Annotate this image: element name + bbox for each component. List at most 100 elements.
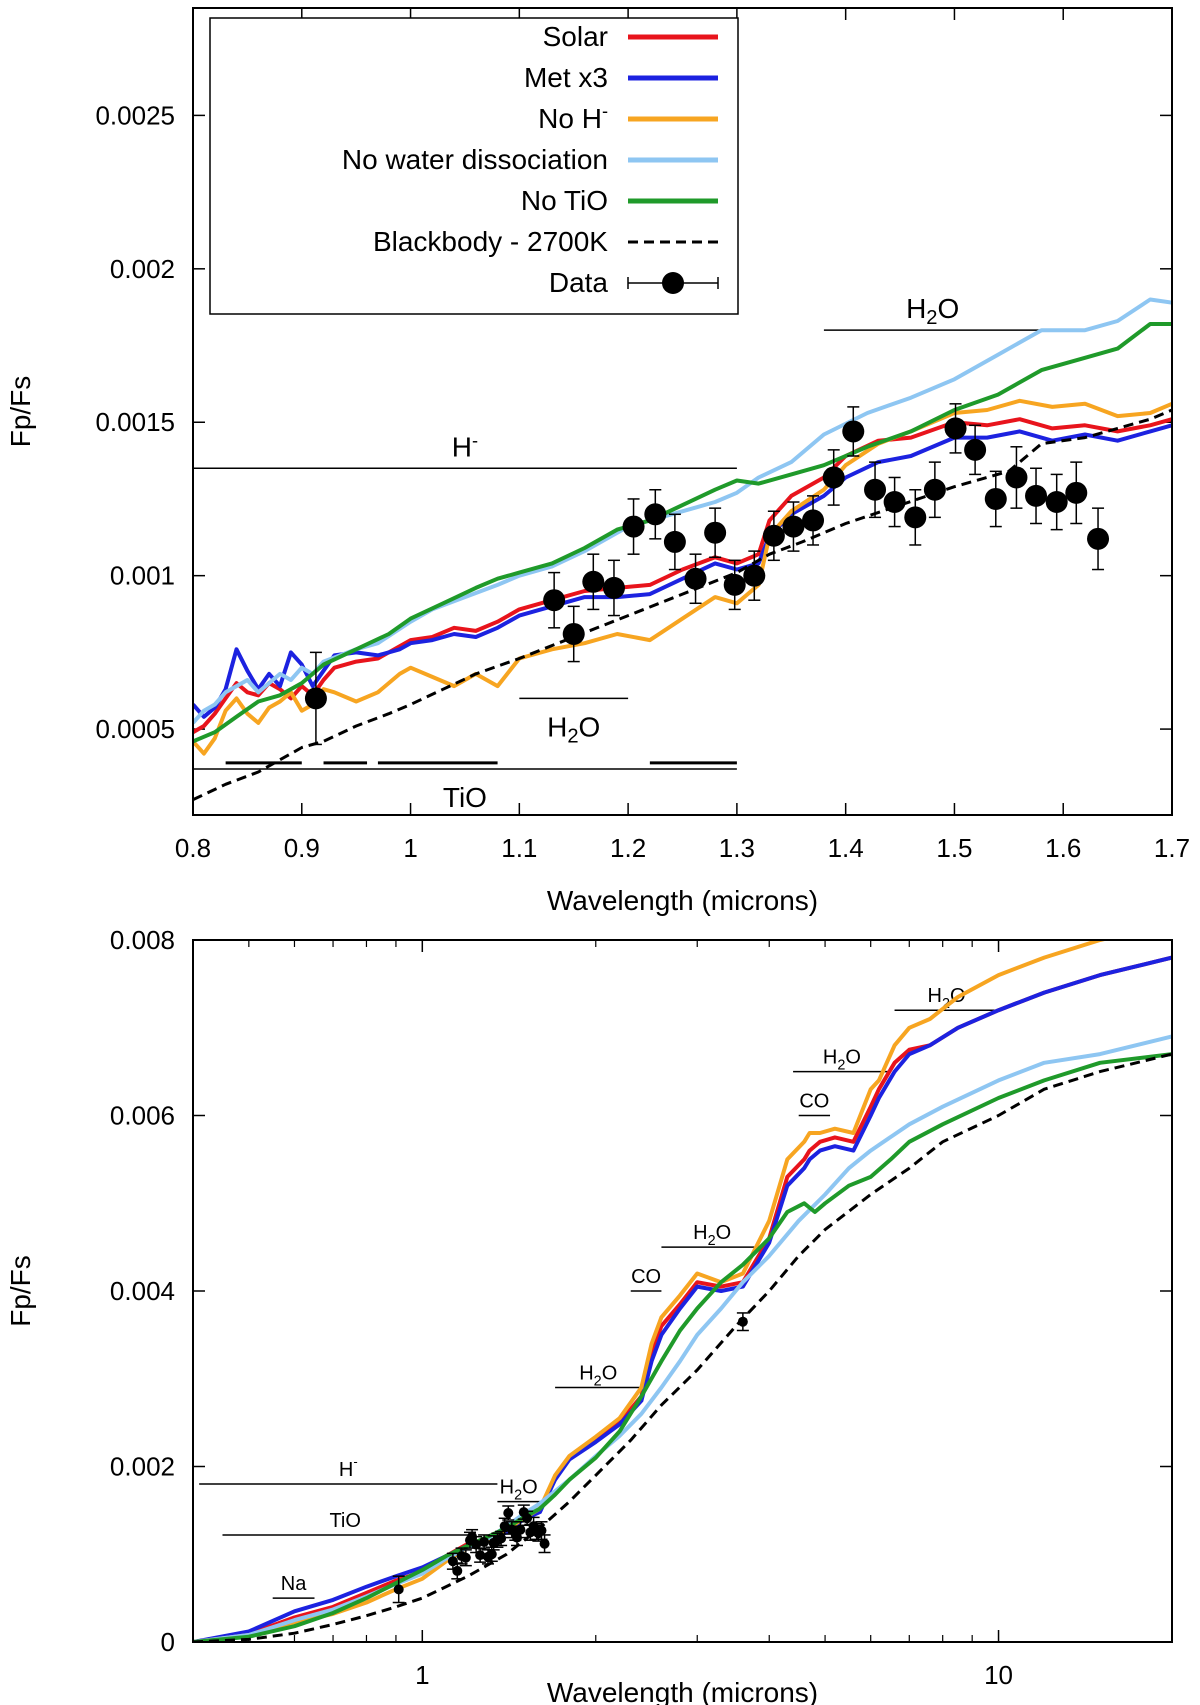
series-group bbox=[193, 940, 1172, 1642]
annotation-label: H- bbox=[339, 1454, 358, 1481]
legend: Solar Met x3 No H- No water dissociation No … bbox=[209, 17, 739, 315]
data-point bbox=[723, 573, 746, 596]
data-point bbox=[644, 503, 667, 526]
data-point bbox=[562, 622, 585, 645]
data-point bbox=[737, 1316, 748, 1327]
x-tick-label: 0.9 bbox=[284, 833, 320, 863]
annotation-label: H2O bbox=[906, 293, 959, 329]
data-point bbox=[475, 1550, 486, 1561]
data-point bbox=[503, 1508, 514, 1519]
data-point bbox=[704, 521, 727, 544]
series-line-no-tio bbox=[193, 322, 1172, 744]
data-point bbox=[864, 478, 887, 501]
legend-label: Solar bbox=[543, 21, 608, 52]
data-point bbox=[471, 1539, 482, 1550]
data-point bbox=[539, 1538, 550, 1549]
data-point bbox=[923, 478, 946, 501]
data-point bbox=[522, 1513, 533, 1524]
x-tick-label: 1.5 bbox=[936, 833, 972, 863]
data-point bbox=[802, 509, 825, 532]
x-tick-label: 1 bbox=[403, 833, 417, 863]
plot-frame bbox=[192, 7, 1173, 816]
legend-label: Data bbox=[549, 267, 609, 298]
data-point bbox=[1087, 527, 1110, 550]
data-point bbox=[782, 515, 805, 538]
data-point bbox=[447, 1556, 458, 1567]
annotation-label: Na bbox=[281, 1573, 307, 1595]
data-point bbox=[944, 417, 967, 440]
y-tick-label: 0.006 bbox=[110, 1101, 175, 1131]
data-point bbox=[304, 687, 327, 710]
data-point bbox=[1065, 481, 1088, 504]
annotation-label: TiO bbox=[443, 782, 487, 813]
annotation-label: H- bbox=[452, 430, 478, 462]
data-point bbox=[582, 570, 605, 593]
data-point bbox=[479, 1536, 490, 1547]
x-tick-label: 1 bbox=[415, 1660, 429, 1690]
data-point bbox=[536, 1525, 547, 1536]
series-group bbox=[193, 297, 1172, 802]
annotation-label: CO bbox=[631, 1266, 661, 1288]
legend-marker bbox=[662, 272, 684, 294]
data-point bbox=[622, 515, 645, 538]
plot-frame bbox=[192, 939, 1173, 1643]
series-line-blackbody-2700k bbox=[193, 408, 1172, 802]
x-axis-title: Wavelength (microns) bbox=[547, 1677, 818, 1705]
chart-panel-2: 0 0.002 0.004 0.006 0.008 1 10 Wavelength (micr… bbox=[5, 925, 1173, 1705]
data-point bbox=[743, 564, 766, 587]
data-point bbox=[904, 506, 927, 529]
x-axis-title: Wavelength (microns) bbox=[547, 885, 818, 916]
legend-label: No H- bbox=[538, 101, 608, 134]
annotation-label: TiO bbox=[329, 1510, 360, 1532]
data-point bbox=[684, 567, 707, 590]
x-tick-label: 1.2 bbox=[610, 833, 646, 863]
data-point bbox=[452, 1565, 463, 1576]
y-tick-label: 0.002 bbox=[110, 1452, 175, 1482]
y-tick-label: 0 bbox=[161, 1627, 175, 1657]
series-line-no-tio bbox=[193, 1052, 1172, 1642]
data-point bbox=[1005, 466, 1028, 489]
data-point bbox=[822, 466, 845, 489]
x-tick-label: 1.1 bbox=[501, 833, 537, 863]
x-tick-label: 1.3 bbox=[719, 833, 755, 863]
y-tick-label: 0.0025 bbox=[95, 100, 175, 130]
x-tick-label: 1.7 bbox=[1154, 833, 1190, 863]
y-axis-title: Fp/Fs bbox=[5, 376, 36, 448]
data-point bbox=[762, 524, 785, 547]
data-point bbox=[602, 576, 625, 599]
legend-label: Blackbody - 2700K bbox=[373, 226, 608, 257]
y-tick-label: 0.0015 bbox=[95, 407, 175, 437]
series-line-no-h- bbox=[193, 940, 1109, 1642]
x-tick-label: 1.4 bbox=[828, 833, 864, 863]
y-axis-title: Fp/Fs bbox=[5, 1255, 36, 1327]
data-point bbox=[663, 530, 686, 553]
data-point bbox=[842, 420, 865, 443]
data-point bbox=[515, 1524, 526, 1535]
annotation-label: H2O bbox=[500, 1477, 538, 1504]
legend-label: No water dissociation bbox=[342, 144, 608, 175]
series-line-solar bbox=[193, 417, 1172, 734]
data-point bbox=[883, 491, 906, 514]
data-point bbox=[460, 1552, 471, 1563]
data-point bbox=[543, 589, 566, 612]
legend-label: No TiO bbox=[521, 185, 608, 216]
data-point bbox=[984, 487, 1007, 510]
legend-box bbox=[209, 17, 739, 315]
y-tick-label: 0.0005 bbox=[95, 714, 175, 744]
series-line-blackbody-2700k bbox=[193, 1052, 1172, 1642]
data-point bbox=[486, 1549, 497, 1560]
x-tick-label: 0.8 bbox=[175, 833, 211, 863]
data-point bbox=[1025, 484, 1048, 507]
data-point bbox=[964, 438, 987, 461]
data-point bbox=[393, 1584, 404, 1595]
annotation-label: H2O bbox=[823, 1047, 861, 1074]
y-tick-label: 0.002 bbox=[110, 254, 175, 284]
series-line-solar bbox=[193, 955, 1172, 1642]
y-tick-label: 0.008 bbox=[110, 925, 175, 955]
series-line-no-water-dissociation bbox=[193, 297, 1172, 725]
data-point bbox=[1045, 491, 1068, 514]
x-tick-label: 1.6 bbox=[1045, 833, 1081, 863]
annotation-label: H2O bbox=[547, 711, 600, 747]
data-point bbox=[496, 1533, 507, 1544]
